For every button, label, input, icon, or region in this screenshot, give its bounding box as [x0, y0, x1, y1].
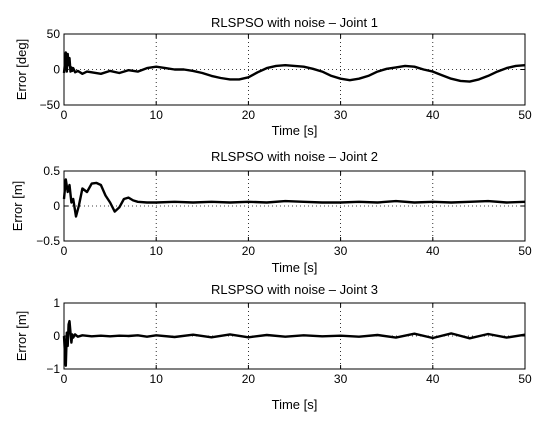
x-tick-label: 10: [150, 108, 164, 122]
y-tick-label: 0: [53, 199, 60, 213]
x-axis-label: Time [s]: [272, 260, 318, 275]
y-tick-label: 1: [53, 296, 60, 310]
x-tick-label: 10: [150, 244, 164, 258]
series-line: [62, 178, 526, 218]
x-tick-label: 0: [61, 372, 68, 386]
x-tick-label: 0: [61, 244, 68, 258]
series-line: [62, 319, 526, 367]
y-axis-label: Error [m]: [14, 311, 29, 362]
series-line: [62, 51, 526, 83]
x-tick-label: 30: [334, 372, 348, 386]
y-tick-label: −0.5: [36, 234, 60, 248]
x-tick-label: 20: [242, 244, 256, 258]
subplot-joint-1: RLSPSO with noise – Joint 1 Error [deg] …: [14, 15, 532, 138]
x-tick-label: 0: [61, 108, 68, 122]
y-tick-label: −50: [40, 98, 61, 112]
x-axis-label: Time [s]: [272, 123, 318, 138]
x-tick-label: 20: [242, 108, 256, 122]
y-tick-label: 0: [53, 63, 60, 77]
y-axis-label: Error [deg]: [14, 39, 29, 100]
x-tick-label: 50: [518, 108, 532, 122]
x-tick-label: 50: [518, 244, 532, 258]
y-tick-label: 0: [53, 329, 60, 343]
chart-title: RLSPSO with noise – Joint 3: [211, 282, 378, 297]
x-tick-label: 30: [334, 244, 348, 258]
x-tick-label: 50: [518, 372, 532, 386]
x-tick-label: 30: [334, 108, 348, 122]
x-tick-label: 40: [426, 244, 440, 258]
y-tick-label: −1: [46, 362, 60, 376]
plot-frame: [63, 170, 526, 242]
x-tick-label: 40: [426, 372, 440, 386]
y-tick-label: 0.5: [43, 164, 60, 178]
subplot-joint-3: RLSPSO with noise – Joint 3 Error [m] Ti…: [14, 282, 532, 412]
y-tick-label: 50: [47, 27, 61, 41]
chart-title: RLSPSO with noise – Joint 2: [211, 149, 378, 164]
x-tick-label: 40: [426, 108, 440, 122]
x-tick-label: 10: [150, 372, 164, 386]
x-axis-label: Time [s]: [272, 397, 318, 412]
plot-frame: [63, 33, 526, 106]
y-axis-label: Error [m]: [10, 181, 25, 232]
subplot-joint-2: RLSPSO with noise – Joint 2 Error [m] Ti…: [10, 149, 532, 275]
chart-title: RLSPSO with noise – Joint 1: [211, 15, 378, 30]
x-tick-label: 20: [242, 372, 256, 386]
